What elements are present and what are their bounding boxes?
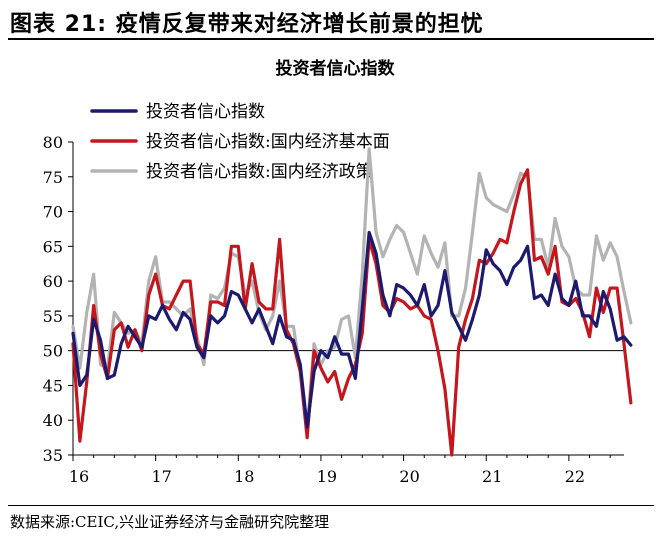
x-tick-label-22: 22: [565, 467, 585, 486]
title-rule: [8, 38, 654, 40]
y-tick-label: 60: [43, 272, 63, 291]
legend-label-2: 投资者信心指数:国内经济政策: [146, 162, 373, 182]
y-tick-label: 65: [43, 237, 63, 256]
y-tick-label: 75: [43, 168, 63, 187]
y-tick-label: 70: [43, 203, 63, 222]
legend-label-0: 投资者信心指数: [146, 102, 265, 122]
series-line-2: [71, 147, 633, 433]
series-line-0: [71, 230, 633, 429]
chart-title: 投资者信心指数: [276, 58, 396, 79]
y-tick-label: 80: [43, 133, 63, 152]
x-tick-label-19: 19: [317, 467, 337, 486]
y-tick-label: 50: [43, 342, 63, 361]
legend-label-1: 投资者信心指数:国内经济基本面: [146, 132, 390, 152]
series-layer: [71, 147, 633, 457]
x-tick-label-18: 18: [234, 467, 254, 486]
chart: 投资者信心指数 投资者信心指数投资者信心指数:国内经济基本面投资者信心指数:国内…: [43, 58, 633, 486]
x-tick-label-21: 21: [482, 467, 502, 486]
x-tick-label-20: 20: [399, 467, 419, 486]
footer-rule: [8, 505, 654, 506]
axes: 35 40 45 50 55 60 65 70 75 80 16 17 18 19 20 21 22: [43, 133, 624, 486]
y-tick-label: 40: [43, 411, 63, 430]
y-tick-label: 55: [43, 307, 63, 326]
series-line-1: [71, 168, 633, 457]
figure-title: 图表 21: 疫情反复带来对经济增长前景的担忧: [10, 12, 484, 37]
y-tick-label: 35: [43, 446, 63, 465]
x-tick-label-16: 16: [69, 467, 89, 486]
x-tick-label-17: 17: [151, 467, 171, 486]
source-note: 数据来源:CEIC,兴业证券经济与金融研究院整理: [10, 513, 330, 531]
y-tick-label: 45: [43, 376, 63, 395]
